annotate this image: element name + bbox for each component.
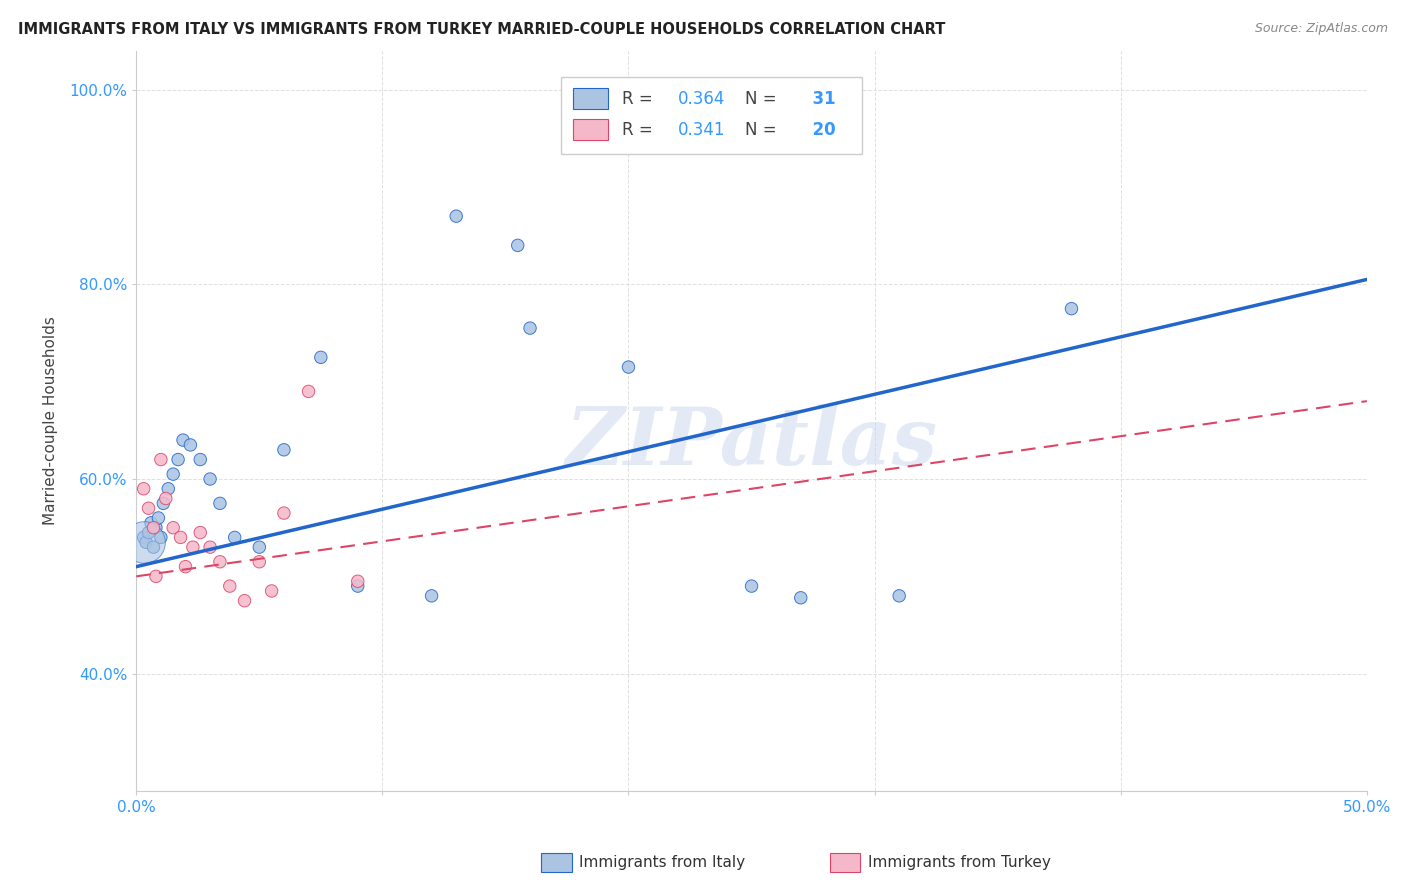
Text: 0.341: 0.341 [678,120,725,139]
Bar [574,120,607,140]
Point [218,579,240,593]
Text: R =: R = [623,90,658,108]
Point [506,238,529,252]
Point [149,452,172,467]
Point [420,589,443,603]
Point [198,472,221,486]
Point [138,525,160,540]
Point [224,530,246,544]
Point [145,521,167,535]
Point [519,321,541,335]
Text: ZIPatlas: ZIPatlas [565,404,938,482]
Point [309,351,332,365]
Point [273,442,295,457]
Y-axis label: Married-couple Households: Married-couple Households [44,316,58,525]
Text: 20: 20 [801,120,835,139]
Text: 0.364: 0.364 [678,90,725,108]
Point [247,540,270,554]
Text: R =: R = [623,120,658,139]
Text: Source: ZipAtlas.com: Source: ZipAtlas.com [1254,22,1388,36]
Text: Immigrants from Turkey: Immigrants from Turkey [868,855,1050,870]
Point [142,521,165,535]
Point [181,540,204,554]
Point [346,579,368,593]
Point [174,559,197,574]
Point [145,569,167,583]
Point [198,540,221,554]
Point [132,482,155,496]
Point [247,555,270,569]
Point [208,555,231,569]
Point [1060,301,1083,316]
Text: N =: N = [745,120,782,139]
Bar [561,77,862,154]
Point [162,521,184,535]
Point [208,496,231,510]
Point [169,530,191,544]
Point [162,467,184,482]
Point [155,491,177,506]
Point [617,360,640,375]
Text: Immigrants from Italy: Immigrants from Italy [579,855,745,870]
Point [139,516,162,530]
Point [188,525,211,540]
Point [167,452,190,467]
Point [273,506,295,520]
Point [172,433,194,447]
Point [741,579,763,593]
Point [233,593,256,607]
Point [148,511,170,525]
Point [138,501,160,516]
Text: IMMIGRANTS FROM ITALY VS IMMIGRANTS FROM TURKEY MARRIED-COUPLE HOUSEHOLDS CORREL: IMMIGRANTS FROM ITALY VS IMMIGRANTS FROM… [18,22,946,37]
Point [260,584,283,599]
Point [889,589,911,603]
Point [346,574,368,589]
Point [132,535,155,549]
Point [149,530,172,544]
Point [157,482,180,496]
Bar [574,88,607,109]
Point [444,209,467,223]
Point [179,438,201,452]
Text: N =: N = [745,90,782,108]
Point [790,591,813,605]
Point [152,496,174,510]
Point [135,535,157,549]
Point [188,452,211,467]
Point [142,540,165,554]
Text: 31: 31 [801,90,835,108]
Point [297,384,319,399]
Point [132,530,155,544]
